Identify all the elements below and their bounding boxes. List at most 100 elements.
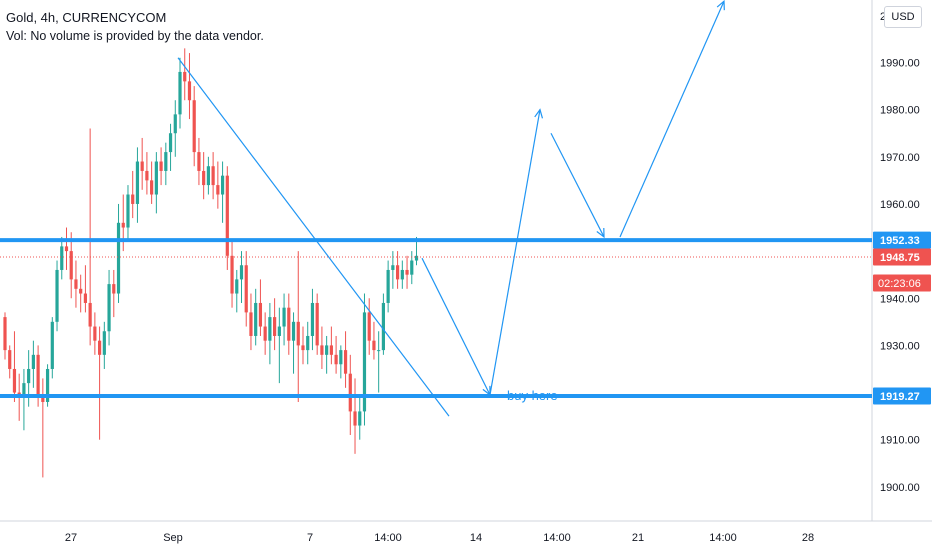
countdown-badge-bg bbox=[873, 274, 931, 292]
candle-body bbox=[216, 185, 220, 195]
candle-body bbox=[381, 302, 385, 351]
candle-body bbox=[178, 71, 182, 115]
candle-body bbox=[258, 302, 263, 327]
last-price-badge-bg bbox=[873, 248, 931, 266]
price-tick-label: 1910.00 bbox=[880, 435, 920, 447]
time-tick-label: 14:00 bbox=[374, 532, 402, 544]
price-tick-label: 1970.00 bbox=[880, 152, 920, 164]
candle-body bbox=[325, 345, 329, 355]
time-tick-label: 7 bbox=[307, 532, 313, 544]
time-tick-label: 14:00 bbox=[543, 532, 571, 544]
candle-body bbox=[329, 345, 333, 355]
candle-body bbox=[391, 265, 395, 270]
candle-body bbox=[386, 269, 390, 303]
candle-body bbox=[135, 161, 140, 204]
candle-body bbox=[112, 284, 116, 294]
support-price-badge: 1919.27 bbox=[880, 391, 920, 403]
candle-body bbox=[358, 411, 362, 426]
candle-body bbox=[60, 246, 64, 270]
candle-body bbox=[343, 350, 348, 374]
candle-body bbox=[154, 161, 158, 195]
candle-body bbox=[173, 114, 177, 134]
candle-body bbox=[116, 222, 121, 294]
price-tick-label: 1930.00 bbox=[880, 340, 920, 352]
candle-body bbox=[291, 321, 296, 341]
candle-body bbox=[45, 368, 50, 402]
candle-body bbox=[88, 302, 92, 327]
candle-body bbox=[315, 302, 319, 346]
candle-body bbox=[31, 354, 35, 369]
candle-body bbox=[277, 326, 281, 336]
candle-body bbox=[206, 166, 210, 186]
candle-body bbox=[320, 345, 324, 355]
symbol-title: Gold, 4h, CURRENCYCOM bbox=[6, 10, 167, 25]
candle-body bbox=[79, 288, 83, 294]
resistance-price-badge-bg bbox=[873, 231, 931, 249]
candle-body bbox=[126, 194, 130, 228]
price-tick-label: 1900.00 bbox=[880, 482, 920, 494]
candle-body bbox=[187, 81, 192, 101]
candle-body bbox=[202, 170, 206, 186]
support-price-badge-bg bbox=[873, 387, 931, 405]
candle-body bbox=[3, 317, 7, 351]
candle-body bbox=[69, 251, 73, 280]
volume-note: Vol: No volume is provided by the data v… bbox=[6, 29, 264, 43]
descending-trendline bbox=[177, 57, 450, 417]
candle-body bbox=[353, 411, 357, 426]
projection-arrowhead bbox=[596, 227, 605, 239]
candle-body bbox=[64, 246, 69, 252]
candle-body bbox=[55, 269, 59, 322]
candle-body bbox=[74, 279, 78, 289]
projection-arrowhead bbox=[716, 0, 725, 11]
candle-body bbox=[306, 335, 310, 351]
candle-body bbox=[197, 152, 201, 171]
resistance-price-badge: 1952.33 bbox=[880, 235, 920, 247]
candle-body bbox=[348, 373, 352, 412]
candle-body bbox=[12, 368, 17, 393]
candle-body bbox=[310, 302, 315, 336]
candle-body bbox=[339, 350, 343, 365]
candle-body bbox=[27, 368, 31, 384]
candle-body bbox=[22, 383, 26, 398]
time-tick-label: 27 bbox=[65, 532, 77, 544]
projection-segment bbox=[550, 132, 605, 238]
candles-group bbox=[3, 48, 419, 478]
candle-body bbox=[41, 397, 45, 402]
time-tick-label: 14 bbox=[470, 532, 482, 544]
projection-segment bbox=[619, 0, 725, 238]
candle-body bbox=[249, 312, 253, 336]
candle-body bbox=[93, 326, 97, 341]
currency-unit-button[interactable]: USD bbox=[884, 6, 922, 28]
candle-body bbox=[395, 265, 400, 280]
candle-body bbox=[159, 161, 163, 171]
candle-body bbox=[372, 340, 376, 351]
candle-body bbox=[367, 312, 371, 341]
candle-body bbox=[254, 302, 258, 336]
candle-body bbox=[168, 133, 173, 153]
countdown-badge: 02:23:06 bbox=[878, 278, 921, 290]
time-tick-label: 21 bbox=[632, 532, 644, 544]
candle-body bbox=[296, 321, 300, 346]
candle-body bbox=[8, 350, 12, 369]
candle-body bbox=[145, 170, 149, 181]
candle-body bbox=[410, 260, 414, 275]
candle-body bbox=[235, 279, 239, 294]
projection-segment bbox=[421, 257, 491, 396]
candle-body bbox=[98, 340, 102, 355]
price-tick-label: 1940.00 bbox=[880, 293, 920, 305]
candle-body bbox=[107, 284, 111, 332]
candle-body bbox=[301, 345, 305, 351]
buy-here-annotation: buy here bbox=[507, 388, 558, 403]
candle-body bbox=[83, 293, 88, 303]
candle-body bbox=[121, 222, 125, 228]
candle-body bbox=[282, 307, 286, 327]
candle-body bbox=[131, 194, 135, 204]
projection-segment bbox=[489, 109, 541, 396]
time-tick-label: 14:00 bbox=[709, 532, 737, 544]
candle-body bbox=[102, 331, 106, 355]
candle-body bbox=[230, 255, 234, 294]
price-tick-label: 1990.00 bbox=[880, 58, 920, 70]
candle-body bbox=[140, 161, 144, 171]
